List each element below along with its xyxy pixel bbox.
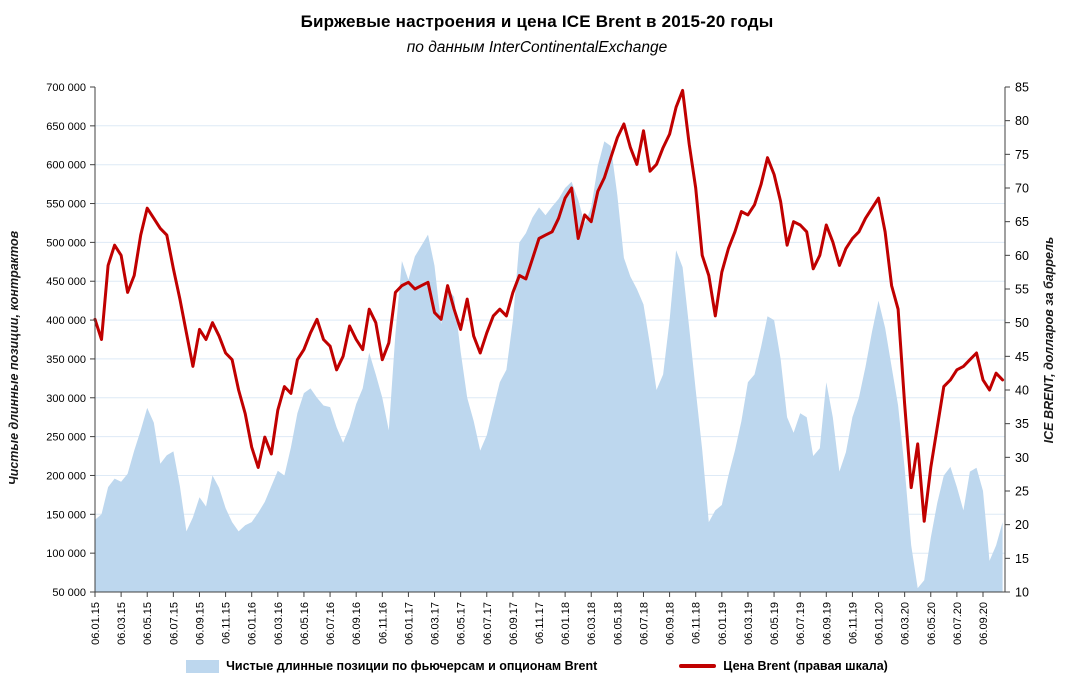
x-axis-tick-label: 06.03.20 — [900, 602, 912, 645]
y-axis-right-tick-label: 60 — [1015, 249, 1029, 263]
y-axis-right-tick-label: 80 — [1015, 114, 1029, 128]
chart-legend: Чистые длинные позиции по фьючерсам и оп… — [0, 659, 1074, 673]
chart-header: Биржевые настроения и цена ICE Brent в 2… — [0, 12, 1074, 57]
x-axis-tick-label: 06.01.20 — [874, 602, 886, 645]
x-axis-tick-label: 06.05.16 — [299, 602, 311, 645]
y-axis-left-tick-label: 600 000 — [46, 160, 86, 172]
x-axis-tick-label: 06.11.18 — [691, 602, 703, 644]
y-axis-left-tick-label: 500 000 — [46, 237, 86, 249]
x-axis-tick-label: 06.01.15 — [90, 602, 102, 645]
x-axis-tick-label: 06.11.16 — [377, 602, 389, 644]
y-axis-left-tick-label: 200 000 — [46, 470, 86, 482]
y-axis-right-tick-label: 65 — [1015, 215, 1029, 229]
x-axis-tick-label: 06.11.17 — [534, 602, 546, 644]
legend-item-price: Цена Brent (правая шкала) — [679, 659, 888, 673]
y-axis-right-tick-label: 55 — [1015, 283, 1029, 297]
y-axis-left-tick-label: 350 000 — [46, 354, 86, 366]
legend-price-label: Цена Brent (правая шкала) — [723, 659, 888, 673]
x-axis-tick-label: 06.01.17 — [403, 602, 415, 645]
x-axis-tick-label: 06.09.16 — [351, 602, 363, 645]
y-axis-left-title: Чистые длинные позиции, контрактов — [7, 230, 21, 485]
y-axis-right-tick-label: 40 — [1015, 384, 1029, 398]
x-axis-tick-label: 06.07.16 — [325, 602, 337, 645]
x-axis-tick-label: 06.07.18 — [638, 602, 650, 645]
x-axis-tick-label: 06.07.20 — [952, 602, 964, 645]
x-axis-tick-label: 06.09.15 — [194, 602, 206, 645]
y-axis-right-tick-label: 70 — [1015, 182, 1029, 196]
y-axis-left-tick-label: 650 000 — [46, 121, 86, 133]
x-axis-tick-label: 06.03.17 — [430, 602, 442, 645]
x-axis-tick-label: 06.03.16 — [273, 602, 285, 645]
y-axis-left-tick-label: 400 000 — [46, 315, 86, 327]
x-axis-tick-label: 06.07.15 — [168, 602, 180, 645]
y-axis-left-tick-label: 100 000 — [46, 548, 86, 560]
x-axis-tick-label: 06.01.19 — [717, 602, 729, 645]
legend-item-netlong: Чистые длинные позиции по фьючерсам и оп… — [186, 659, 597, 673]
x-axis-tick-label: 06.03.19 — [743, 602, 755, 645]
x-axis-tick-label: 06.05.20 — [926, 602, 938, 645]
y-axis-right-tick-label: 15 — [1015, 552, 1029, 566]
x-axis-tick-label: 06.05.18 — [612, 602, 624, 645]
x-axis-tick-label: 06.09.20 — [978, 602, 990, 645]
y-axis-right-tick-label: 75 — [1015, 148, 1029, 162]
y-axis-left-tick-label: 700 000 — [46, 82, 86, 94]
area-swatch-icon — [186, 659, 220, 673]
legend-netlong-label: Чистые длинные позиции по фьючерсам и оп… — [226, 659, 598, 673]
y-axis-right-tick-label: 20 — [1015, 518, 1029, 532]
x-axis-tick-label: 06.11.19 — [847, 602, 859, 644]
y-axis-right-tick-label: 85 — [1015, 81, 1029, 95]
y-axis-right-tick-label: 50 — [1015, 316, 1029, 330]
y-axis-right-tick-label: 45 — [1015, 350, 1029, 364]
y-axis-left-tick-label: 300 000 — [46, 393, 86, 405]
page-subtitle: по данным InterContinentalExchange — [406, 39, 668, 56]
x-axis-tick-label: 06.05.17 — [456, 602, 468, 645]
y-axis-right-tick-label: 30 — [1015, 451, 1029, 465]
x-axis-tick-label: 06.03.18 — [586, 602, 598, 645]
y-axis-left-tick-label: 550 000 — [46, 199, 86, 211]
x-axis-tick-label: 06.11.15 — [221, 602, 233, 644]
x-axis-tick-label: 06.07.19 — [795, 602, 807, 645]
x-axis-tick-label: 06.09.17 — [508, 602, 520, 645]
y-axis-right-tick-label: 10 — [1015, 586, 1029, 600]
x-axis-tick-label: 06.07.17 — [482, 602, 494, 645]
x-axis-tick-label: 06.01.18 — [560, 602, 572, 645]
line-swatch-icon — [679, 664, 717, 668]
x-axis-tick-label: 06.05.19 — [769, 602, 781, 645]
y-axis-left-tick-label: 150 000 — [46, 509, 86, 521]
brent-price-line-series — [93, 88, 1005, 523]
x-axis-tick-label: 06.01.16 — [247, 602, 259, 645]
y-axis-right-tick-label: 25 — [1015, 485, 1029, 499]
y-axis-left-tick-label: 50 000 — [52, 587, 86, 599]
y-axis-right-title: ICE BRENT, долларов за баррель — [1042, 237, 1056, 444]
x-axis-tick-label: 06.05.15 — [142, 602, 154, 645]
y-axis-left-tick-label: 250 000 — [46, 432, 86, 444]
page-title: Биржевые настроения и цена ICE Brent в 2… — [300, 12, 774, 31]
netlong-area-series — [95, 141, 1003, 592]
x-axis-tick-label: 06.09.19 — [821, 602, 833, 645]
y-axis-right-tick-label: 35 — [1015, 417, 1029, 431]
x-axis-tick-label: 06.09.18 — [665, 602, 677, 645]
x-axis-tick-label: 06.03.15 — [116, 602, 128, 645]
y-axis-left-tick-label: 450 000 — [46, 276, 86, 288]
